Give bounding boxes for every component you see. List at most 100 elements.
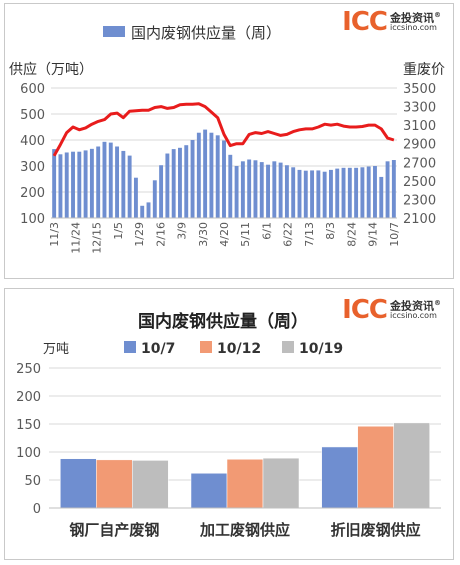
y-tick-label: 200 bbox=[16, 390, 41, 405]
y2-tick-label: 2700 bbox=[403, 156, 436, 171]
x-tick-label: 9/14 bbox=[367, 222, 380, 247]
supply-bar bbox=[335, 168, 340, 218]
supply-bar bbox=[222, 140, 226, 218]
supply-bar bbox=[373, 166, 377, 218]
x-tick-label: 2/16 bbox=[154, 222, 167, 247]
logo-reg: ® bbox=[434, 298, 441, 307]
supply-bar bbox=[146, 202, 151, 218]
category-label: 钢厂自产废钢 bbox=[69, 521, 159, 539]
chart-title: 国内废钢供应量（周） bbox=[131, 24, 281, 42]
bar-10-12 bbox=[357, 425, 394, 509]
y2-tick-label: 3500 bbox=[403, 82, 436, 97]
category-label: 加工废钢供应 bbox=[199, 521, 290, 539]
y-tick-label: 300 bbox=[20, 160, 45, 175]
y2-tick-label: 3100 bbox=[403, 119, 436, 134]
legend-label: 10/7 bbox=[141, 341, 175, 357]
y2-tick-label: 2300 bbox=[403, 193, 436, 208]
legend-swatch bbox=[124, 341, 136, 353]
left-axis-label: 供应（万吨） bbox=[9, 61, 93, 78]
bar-10-19 bbox=[262, 457, 300, 509]
x-tick-label: 3/9 bbox=[176, 222, 189, 240]
supply-bar bbox=[360, 167, 365, 218]
weekly-supply-chart-panel: ICC 金投资讯® iccsino.com 100 200 300 400 500 600… bbox=[4, 3, 454, 279]
supply-bar bbox=[196, 132, 201, 218]
legend-swatch bbox=[103, 26, 125, 37]
bar-10-7 bbox=[190, 473, 228, 509]
supply-bar bbox=[310, 170, 315, 218]
legend-swatch bbox=[282, 341, 294, 353]
supply-bar bbox=[71, 151, 75, 218]
legend-label: 10/19 bbox=[299, 341, 343, 357]
supply-bar bbox=[366, 166, 371, 218]
logo-reg: ® bbox=[434, 10, 441, 19]
y-tick-label: 50 bbox=[24, 474, 41, 489]
x-tick-label: 5/11 bbox=[239, 222, 252, 247]
right-axis-label: 重废价 bbox=[403, 62, 445, 78]
supply-bar bbox=[247, 159, 252, 218]
x-tick-label: 4/20 bbox=[218, 222, 231, 247]
y2-tick-label: 3300 bbox=[403, 101, 436, 116]
supply-bar bbox=[253, 160, 258, 218]
x-tick-label: 7/13 bbox=[303, 222, 316, 247]
y2-tick-label: 2900 bbox=[403, 138, 436, 153]
supply-bar bbox=[171, 149, 176, 218]
supply-bar bbox=[159, 165, 164, 218]
y2-tick-label: 2100 bbox=[403, 212, 436, 227]
supply-bar bbox=[121, 150, 126, 218]
y-tick-label: 100 bbox=[16, 446, 41, 461]
supply-bar bbox=[379, 176, 384, 218]
supply-bar bbox=[385, 161, 390, 218]
supply-bar bbox=[322, 171, 327, 218]
supply-bar bbox=[391, 160, 396, 218]
supply-bar bbox=[203, 129, 208, 218]
supply-bar bbox=[178, 147, 182, 218]
y2-tick-label: 2500 bbox=[403, 175, 436, 190]
y-tick-label: 0 bbox=[33, 502, 41, 517]
supply-bar bbox=[278, 162, 283, 218]
bar-10-12 bbox=[226, 459, 264, 509]
x-tick-label: 8/3 bbox=[324, 222, 337, 240]
y-tick-label: 200 bbox=[20, 186, 45, 201]
supply-bar bbox=[272, 161, 277, 218]
supply-bar bbox=[341, 167, 346, 218]
bar-10-12 bbox=[96, 459, 133, 509]
supply-bar bbox=[234, 166, 239, 218]
supply-bar bbox=[133, 177, 138, 218]
supply-bar bbox=[209, 132, 214, 218]
supply-bar bbox=[184, 145, 189, 218]
logo-mark: ICC bbox=[342, 7, 388, 37]
supply-bar bbox=[127, 155, 132, 218]
logo-name: 金投资讯 bbox=[390, 299, 434, 313]
supply-bar bbox=[108, 142, 113, 218]
y-axis-label: 万吨 bbox=[43, 342, 69, 357]
x-tick-label: 10/7 bbox=[388, 222, 401, 247]
supply-bar bbox=[284, 165, 289, 218]
supply-bar bbox=[240, 161, 245, 218]
x-tick-label: 1/29 bbox=[133, 222, 146, 247]
supply-bar bbox=[354, 167, 359, 218]
supply-bar bbox=[303, 170, 308, 218]
supply-bar bbox=[259, 162, 264, 218]
supply-bar bbox=[58, 154, 63, 218]
logo-url: iccsino.com bbox=[390, 22, 437, 32]
y-tick-label: 150 bbox=[16, 418, 41, 433]
supply-bar bbox=[152, 180, 157, 218]
supply-bar bbox=[328, 169, 333, 218]
x-tick-label: 11/24 bbox=[69, 222, 82, 254]
supply-bar bbox=[83, 150, 88, 218]
supply-bar bbox=[165, 153, 170, 218]
x-tick-label: 11/3 bbox=[48, 222, 61, 247]
icc-logo: ICC 金投资讯® iccsino.com bbox=[342, 9, 441, 35]
x-tick-label: 3/30 bbox=[197, 222, 210, 247]
y-tick-label: 400 bbox=[20, 134, 45, 149]
logo-mark: ICC bbox=[342, 295, 388, 325]
y-tick-label: 100 bbox=[20, 212, 45, 227]
logo-name: 金投资讯 bbox=[390, 11, 434, 25]
supply-bar bbox=[190, 140, 195, 218]
supply-bar bbox=[96, 146, 101, 218]
x-tick-label: 12/15 bbox=[91, 222, 104, 254]
y-tick-label: 250 bbox=[16, 362, 41, 377]
supply-breakdown-chart: 0 50 100 150 200 250 钢厂自产废钢 加工废钢供应 折旧废钢供应 国内废钢供应量… bbox=[16, 311, 441, 539]
supply-bar bbox=[102, 141, 107, 218]
supply-bar bbox=[64, 152, 69, 218]
